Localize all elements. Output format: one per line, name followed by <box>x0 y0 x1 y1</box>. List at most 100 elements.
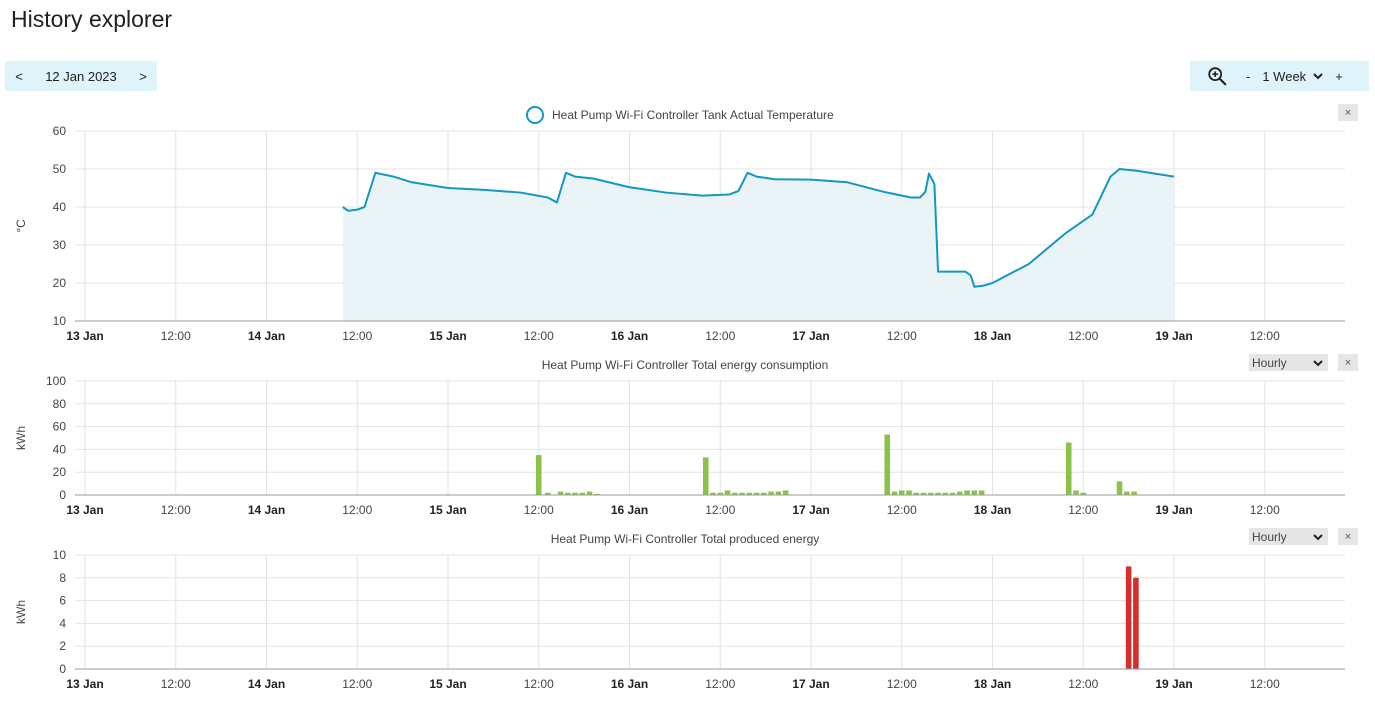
consumption-bar[interactable] <box>545 492 551 495</box>
consumption-bar[interactable] <box>594 493 600 495</box>
x-tick-label: 14 Jan <box>248 329 285 343</box>
temperature-series-line[interactable] <box>342 168 1175 288</box>
x-tick-label: 15 Jan <box>429 503 466 517</box>
x-tick-label: 17 Jan <box>792 329 829 343</box>
consumption-bar[interactable] <box>949 492 956 495</box>
consumption-bar[interactable] <box>1065 442 1072 495</box>
consumption-bar[interactable] <box>586 491 593 495</box>
x-tick-label: 12:00 <box>1250 503 1280 517</box>
x-tick-label: 18 Jan <box>974 677 1011 691</box>
remove-consumption-chart-button[interactable]: × <box>1338 354 1358 371</box>
consumption-bar[interactable] <box>964 490 970 495</box>
zoom-in-button[interactable]: + <box>1335 68 1343 84</box>
y-tick-label: 2 <box>59 639 66 653</box>
x-tick-label: 12:00 <box>342 329 372 343</box>
y-axis-label: kWh <box>14 600 28 624</box>
zoom-in-icon[interactable] <box>1206 65 1228 87</box>
x-tick-label: 12:00 <box>1068 503 1098 517</box>
consumption-bar[interactable] <box>710 492 716 495</box>
consumption-bar[interactable] <box>739 492 745 495</box>
remove-produced-chart-button[interactable]: × <box>1338 528 1358 545</box>
consumption-bar[interactable] <box>978 490 985 495</box>
consumption-bar[interactable] <box>971 490 978 495</box>
x-tick-label: 12:00 <box>887 677 917 691</box>
consumption-bar[interactable] <box>557 491 564 495</box>
consumption-bar[interactable] <box>572 492 578 495</box>
y-tick-label: 30 <box>53 238 67 252</box>
x-tick-label: 19 Jan <box>1155 503 1192 517</box>
x-tick-label: 18 Jan <box>974 503 1011 517</box>
y-axis-label: kWh <box>14 426 28 450</box>
y-tick-label: 8 <box>59 571 66 585</box>
consumption-bar[interactable] <box>731 492 738 495</box>
current-date[interactable]: 12 Jan 2023 <box>45 68 117 84</box>
consumption-bar[interactable] <box>535 455 542 495</box>
x-tick-label: 12:00 <box>524 329 554 343</box>
y-tick-label: 4 <box>59 616 66 630</box>
range-select[interactable]: 1 Week <box>1262 69 1323 84</box>
consumption-bar[interactable] <box>702 457 709 495</box>
x-tick-label: 12:00 <box>524 503 554 517</box>
consumption-bar[interactable] <box>1073 490 1079 495</box>
y-axis-label: °C <box>14 219 28 233</box>
previous-date-button[interactable]: < <box>15 68 23 84</box>
energy-consumption-chart-title: Heat Pump Wi-Fi Controller Total energy … <box>542 358 829 372</box>
x-tick-label: 12:00 <box>705 677 735 691</box>
consumption-bar[interactable] <box>761 492 767 495</box>
produced-energy-bar[interactable] <box>1133 577 1139 669</box>
consumption-bar[interactable] <box>1116 481 1123 495</box>
consumption-period-select[interactable]: Hourly <box>1249 354 1328 371</box>
produced-energy-chart: Heat Pump Wi-Fi Controller Total produce… <box>14 532 1345 691</box>
consumption-bar[interactable] <box>579 492 586 495</box>
consumption-bar[interactable] <box>775 491 782 495</box>
energy-consumption-chart: Heat Pump Wi-Fi Controller Total energy … <box>14 358 1345 517</box>
consumption-bar[interactable] <box>753 492 760 495</box>
consumption-bar[interactable] <box>884 434 891 495</box>
consumption-bar[interactable] <box>927 492 934 495</box>
consumption-bar[interactable] <box>1131 491 1137 495</box>
x-tick-label: 13 Jan <box>66 329 103 343</box>
zoom-out-button[interactable]: - <box>1246 68 1251 84</box>
consumption-bar[interactable] <box>746 492 753 495</box>
y-tick-label: 40 <box>53 200 67 214</box>
x-tick-label: 12:00 <box>887 503 917 517</box>
zoom-controls: - 1 Week + <box>1190 61 1369 91</box>
consumption-bar[interactable] <box>891 491 898 495</box>
date-navigator: < 12 Jan 2023 > <box>5 61 157 91</box>
x-tick-label: 12:00 <box>1250 677 1280 691</box>
x-tick-label: 12:00 <box>161 503 191 517</box>
y-tick-label: 60 <box>53 420 67 434</box>
consumption-bar[interactable] <box>724 490 731 495</box>
consumption-bar[interactable] <box>906 490 912 495</box>
x-tick-label: 16 Jan <box>611 329 648 343</box>
consumption-bar[interactable] <box>942 492 949 495</box>
chevron-down-icon <box>1313 73 1323 80</box>
consumption-bar[interactable] <box>898 490 905 495</box>
x-tick-label: 14 Jan <box>248 677 285 691</box>
temperature-legend-marker[interactable] <box>526 106 544 124</box>
page-title: History explorer <box>11 6 173 32</box>
temperature-chart-title[interactable]: Heat Pump Wi-Fi Controller Tank Actual T… <box>552 108 834 122</box>
consumption-bar[interactable] <box>935 492 941 495</box>
x-tick-label: 15 Jan <box>429 677 466 691</box>
consumption-bar[interactable] <box>782 490 789 495</box>
y-tick-label: 10 <box>53 548 67 562</box>
next-date-button[interactable]: > <box>139 68 147 84</box>
consumption-bar[interactable] <box>913 492 920 495</box>
consumption-bar[interactable] <box>564 492 571 495</box>
y-tick-label: 0 <box>59 662 66 676</box>
consumption-bar[interactable] <box>768 491 774 495</box>
x-tick-label: 16 Jan <box>611 677 648 691</box>
x-tick-label: 12:00 <box>705 329 735 343</box>
consumption-bar[interactable] <box>1080 492 1087 495</box>
consumption-bar[interactable] <box>957 491 963 495</box>
remove-temperature-chart-button[interactable]: × <box>1338 104 1358 121</box>
produced-period-select[interactable]: Hourly <box>1249 528 1328 545</box>
chevron-down-icon <box>1313 360 1323 367</box>
x-tick-label: 12:00 <box>1068 677 1098 691</box>
consumption-bar[interactable] <box>1124 491 1130 495</box>
temperature-area <box>342 169 1175 321</box>
produced-energy-bar[interactable] <box>1125 566 1132 669</box>
consumption-bar[interactable] <box>717 492 724 495</box>
consumption-bar[interactable] <box>920 492 927 495</box>
